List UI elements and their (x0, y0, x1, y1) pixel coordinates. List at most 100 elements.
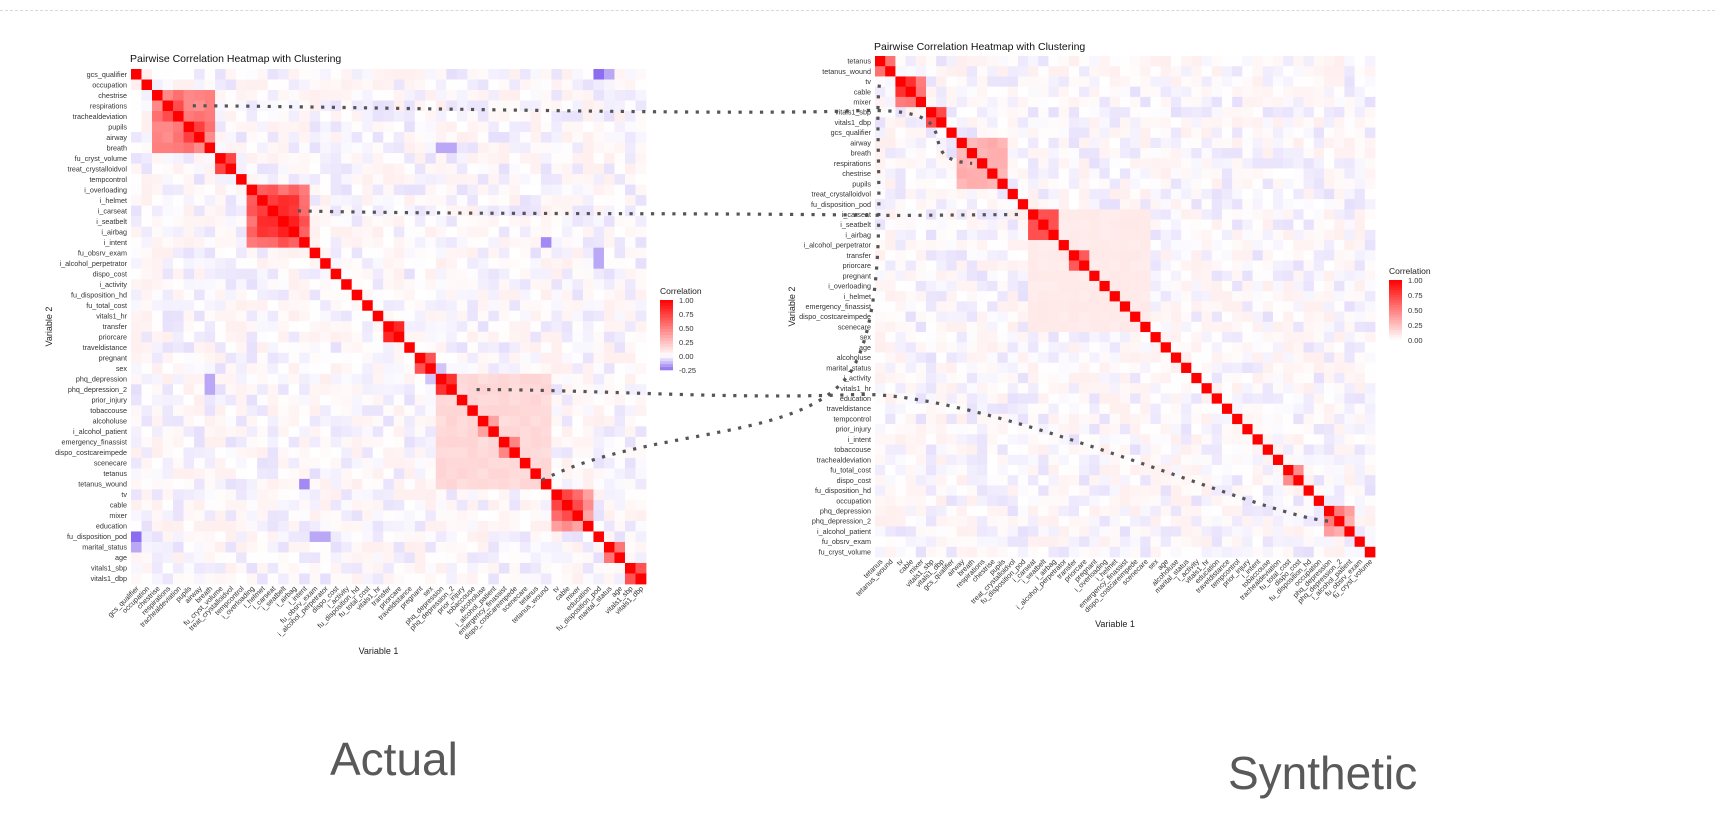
heatmap-cell (977, 96, 988, 108)
heatmap-cell (915, 158, 927, 169)
heatmap-cell (1313, 76, 1325, 88)
heatmap-cell (152, 100, 163, 112)
heatmap-cell (946, 424, 958, 435)
heatmap-cell (341, 478, 353, 490)
heatmap-cell (1079, 250, 1090, 261)
heatmap-cell (603, 457, 615, 469)
heatmap-cell (635, 205, 647, 217)
heatmap-cell (467, 520, 479, 532)
y-tick-label: pupils (108, 122, 127, 131)
heatmap-cell (509, 100, 521, 112)
heatmap-cell (1354, 148, 1366, 159)
heatmap-cell (1028, 86, 1039, 98)
heatmap-cell (362, 289, 374, 301)
heatmap-cell (1048, 383, 1060, 394)
heatmap-cell (467, 531, 479, 543)
heatmap-cell (1344, 383, 1355, 394)
heatmap-cell (530, 90, 542, 101)
heatmap-cell (372, 79, 384, 91)
heatmap-cell (1313, 342, 1325, 353)
heatmap-cell (1099, 260, 1111, 272)
heatmap-cell (1211, 444, 1223, 456)
heatmap-cell (194, 132, 205, 143)
heatmap-cell (299, 363, 311, 375)
heatmap-cell (1283, 86, 1294, 98)
heatmap-cell (246, 573, 258, 585)
heatmap-cell (936, 393, 947, 405)
heatmap-cell (1089, 291, 1100, 302)
heatmap-cell (956, 444, 968, 456)
heatmap-cell (1099, 424, 1111, 435)
heatmap-cell (246, 289, 258, 301)
heatmap-cell (956, 199, 968, 210)
heatmap-cell (936, 86, 947, 98)
heatmap-cell (1242, 168, 1253, 180)
heatmap-cell (1007, 219, 1019, 231)
heatmap-cell (320, 510, 332, 522)
heatmap-cell (278, 426, 290, 438)
heatmap-cell (1181, 505, 1192, 517)
heatmap-cell (561, 573, 573, 585)
heatmap-cell (614, 90, 626, 101)
heatmap-cell (1232, 536, 1243, 548)
heatmap-cell (131, 321, 142, 333)
heatmap-cell (173, 531, 184, 543)
heatmap-cell (488, 237, 500, 249)
heatmap-cell (977, 199, 988, 210)
heatmap-cell (1150, 127, 1162, 139)
heatmap-cell (1252, 178, 1264, 190)
heatmap-cell (530, 405, 542, 417)
heatmap-cell (1191, 107, 1202, 118)
heatmap-cell (1160, 199, 1172, 210)
heatmap-cell (404, 405, 416, 417)
heatmap-cell (1262, 434, 1274, 445)
heatmap-cell (267, 384, 279, 396)
heatmap-cell (977, 342, 988, 353)
heatmap-cell (1262, 424, 1274, 435)
heatmap-cell (1354, 536, 1366, 548)
heatmap-cell (624, 352, 636, 364)
y-tick-label: dispo_cost (93, 269, 127, 278)
heatmap-cell (582, 531, 594, 543)
heatmap-cell (635, 100, 647, 112)
heatmap-cell (162, 310, 174, 322)
heatmap-cell (1191, 291, 1202, 302)
heatmap-cell (383, 279, 395, 291)
heatmap-cell (1130, 332, 1141, 343)
heatmap-cell (246, 426, 258, 438)
heatmap-cell (425, 352, 437, 364)
heatmap-cell (603, 510, 615, 522)
heatmap-cell (362, 499, 374, 511)
heatmap-cell (173, 363, 184, 375)
heatmap-cell (183, 184, 195, 196)
heatmap-cell (987, 127, 998, 139)
heatmap-cell (320, 247, 332, 259)
heatmap-cell (152, 363, 163, 375)
heatmap-cell (1252, 127, 1264, 139)
heatmap-cell (1232, 280, 1243, 292)
heatmap-cell (456, 489, 468, 501)
heatmap-cell (246, 373, 258, 385)
heatmap-cell (1038, 148, 1049, 159)
heatmap-cell (1068, 464, 1080, 476)
heatmap-cell (551, 426, 563, 438)
heatmap-cell (194, 510, 205, 522)
heatmap-cell (246, 195, 258, 207)
heatmap-cell (1313, 158, 1325, 169)
heatmap-cell (987, 536, 998, 548)
heatmap-cell (1354, 301, 1366, 313)
heatmap-cell (1354, 383, 1366, 394)
heatmap-cell (1119, 342, 1131, 353)
heatmap-cell (1160, 424, 1172, 435)
heatmap-cell (1344, 485, 1355, 497)
heatmap-cell (593, 100, 605, 112)
heatmap-cell (215, 531, 226, 543)
heatmap-cell (477, 300, 489, 312)
heatmap-cell (1323, 311, 1335, 323)
heatmap-cell (477, 436, 489, 448)
heatmap-cell (1334, 250, 1345, 261)
heatmap-cell (946, 475, 958, 486)
heatmap-cell (624, 279, 636, 291)
heatmap-cell (875, 66, 886, 77)
heatmap-cell (946, 96, 958, 108)
